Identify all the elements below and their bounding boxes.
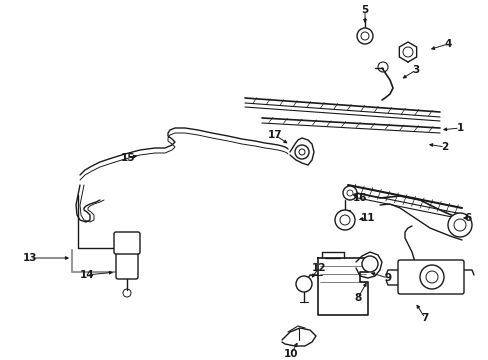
FancyBboxPatch shape (116, 253, 138, 279)
Text: 12: 12 (311, 263, 325, 273)
Circle shape (334, 210, 354, 230)
Text: 14: 14 (80, 270, 94, 280)
Circle shape (447, 213, 471, 237)
Text: 16: 16 (352, 193, 366, 203)
Text: 13: 13 (23, 253, 37, 263)
Text: 4: 4 (444, 39, 451, 49)
FancyBboxPatch shape (397, 260, 463, 294)
Circle shape (356, 28, 372, 44)
Text: 3: 3 (411, 65, 419, 75)
Text: 15: 15 (121, 153, 135, 163)
Circle shape (361, 256, 377, 272)
Text: 10: 10 (283, 349, 298, 359)
Circle shape (122, 234, 132, 244)
Text: 17: 17 (267, 130, 282, 140)
Text: 2: 2 (441, 142, 447, 152)
Text: 11: 11 (360, 213, 374, 223)
Text: 5: 5 (361, 5, 368, 15)
Circle shape (342, 186, 356, 200)
Circle shape (295, 276, 311, 292)
Text: 9: 9 (384, 273, 391, 283)
Text: 8: 8 (354, 293, 361, 303)
Text: 7: 7 (421, 313, 428, 323)
Text: 1: 1 (455, 123, 463, 133)
Text: 6: 6 (464, 213, 470, 223)
Circle shape (419, 265, 443, 289)
FancyBboxPatch shape (114, 232, 140, 254)
Circle shape (294, 145, 308, 159)
